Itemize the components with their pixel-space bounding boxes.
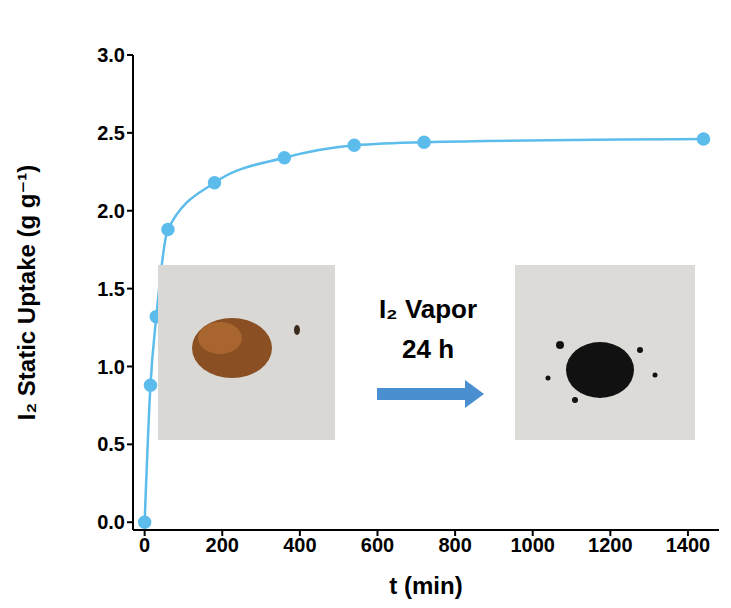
svg-text:1.5: 1.5 [97,278,125,300]
svg-text:I₂ Vapor: I₂ Vapor [379,294,477,324]
svg-text:t (min): t (min) [389,572,462,599]
svg-text:2.0: 2.0 [97,200,125,222]
svg-text:200: 200 [206,534,239,556]
svg-text:0.0: 0.0 [97,511,125,533]
svg-text:I₂ Static Uptake (g g⁻¹): I₂ Static Uptake (g g⁻¹) [13,165,40,420]
svg-text:1200: 1200 [588,534,633,556]
svg-text:400: 400 [283,534,316,556]
svg-text:800: 800 [438,534,471,556]
svg-text:1400: 1400 [666,534,711,556]
svg-text:3.0: 3.0 [97,44,125,66]
svg-text:1.0: 1.0 [97,356,125,378]
svg-text:0: 0 [139,534,150,556]
svg-text:0.5: 0.5 [97,433,125,455]
svg-text:600: 600 [361,534,394,556]
svg-text:1000: 1000 [510,534,555,556]
svg-text:2.5: 2.5 [97,122,125,144]
svg-text:24 h: 24 h [402,334,454,364]
